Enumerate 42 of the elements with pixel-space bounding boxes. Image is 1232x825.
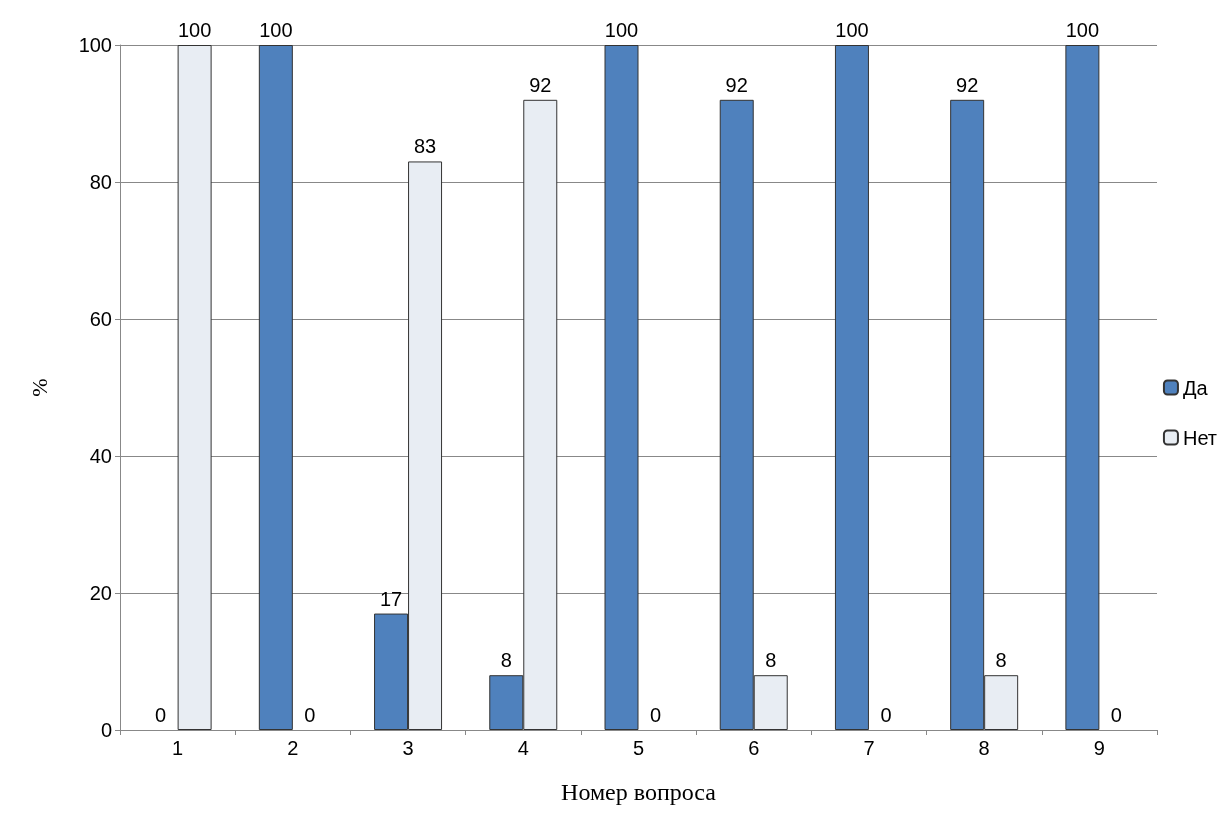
x-tick-label: 9 bbox=[1093, 737, 1105, 759]
data-label: 100 bbox=[835, 19, 869, 41]
y-tick-label: 80 bbox=[89, 171, 112, 193]
data-label: 0 bbox=[155, 704, 167, 726]
x-tick-label: 3 bbox=[402, 737, 414, 759]
bar bbox=[258, 45, 293, 730]
legend-label: Да bbox=[1182, 376, 1209, 399]
data-label: 8 bbox=[500, 649, 512, 672]
y-axis-title: % bbox=[26, 378, 52, 397]
x-axis-title: Номер вопроса bbox=[561, 779, 717, 805]
x-tick-label: 7 bbox=[863, 737, 875, 759]
data-label: 100 bbox=[177, 19, 212, 41]
y-tick-label: 20 bbox=[89, 582, 112, 604]
y-tick-label: 40 bbox=[89, 445, 112, 467]
x-tick-label: 1 bbox=[172, 737, 184, 759]
data-label: 92 bbox=[529, 73, 552, 96]
x-tick-label: 4 bbox=[517, 737, 529, 759]
data-label: 100 bbox=[1065, 19, 1100, 41]
bar bbox=[604, 45, 639, 730]
data-label: 0 bbox=[304, 704, 316, 726]
y-tick-label: 60 bbox=[89, 308, 112, 330]
y-tick-label: 0 bbox=[100, 719, 112, 741]
legend-label: Нет bbox=[1182, 426, 1217, 449]
data-label: 17 bbox=[379, 587, 403, 610]
x-tick-label: 6 bbox=[748, 737, 760, 759]
bar bbox=[834, 45, 869, 730]
data-label: 8 bbox=[765, 649, 777, 672]
data-label: 92 bbox=[956, 73, 979, 96]
data-label: 100 bbox=[604, 19, 639, 41]
data-label: 83 bbox=[413, 135, 437, 158]
data-label: 0 bbox=[1110, 704, 1122, 726]
data-label: 0 bbox=[649, 704, 662, 726]
x-tick-label: 2 bbox=[287, 737, 299, 759]
data-label: 8 bbox=[995, 649, 1007, 672]
data-label: 0 bbox=[880, 704, 892, 726]
x-tick-label: 5 bbox=[632, 737, 645, 759]
bar bbox=[1065, 45, 1100, 730]
data-label: 92 bbox=[725, 73, 748, 96]
x-tick-label: 8 bbox=[978, 737, 990, 759]
y-tick-label: 100 bbox=[78, 34, 112, 56]
data-label: 100 bbox=[259, 19, 293, 41]
bar bbox=[177, 45, 212, 730]
